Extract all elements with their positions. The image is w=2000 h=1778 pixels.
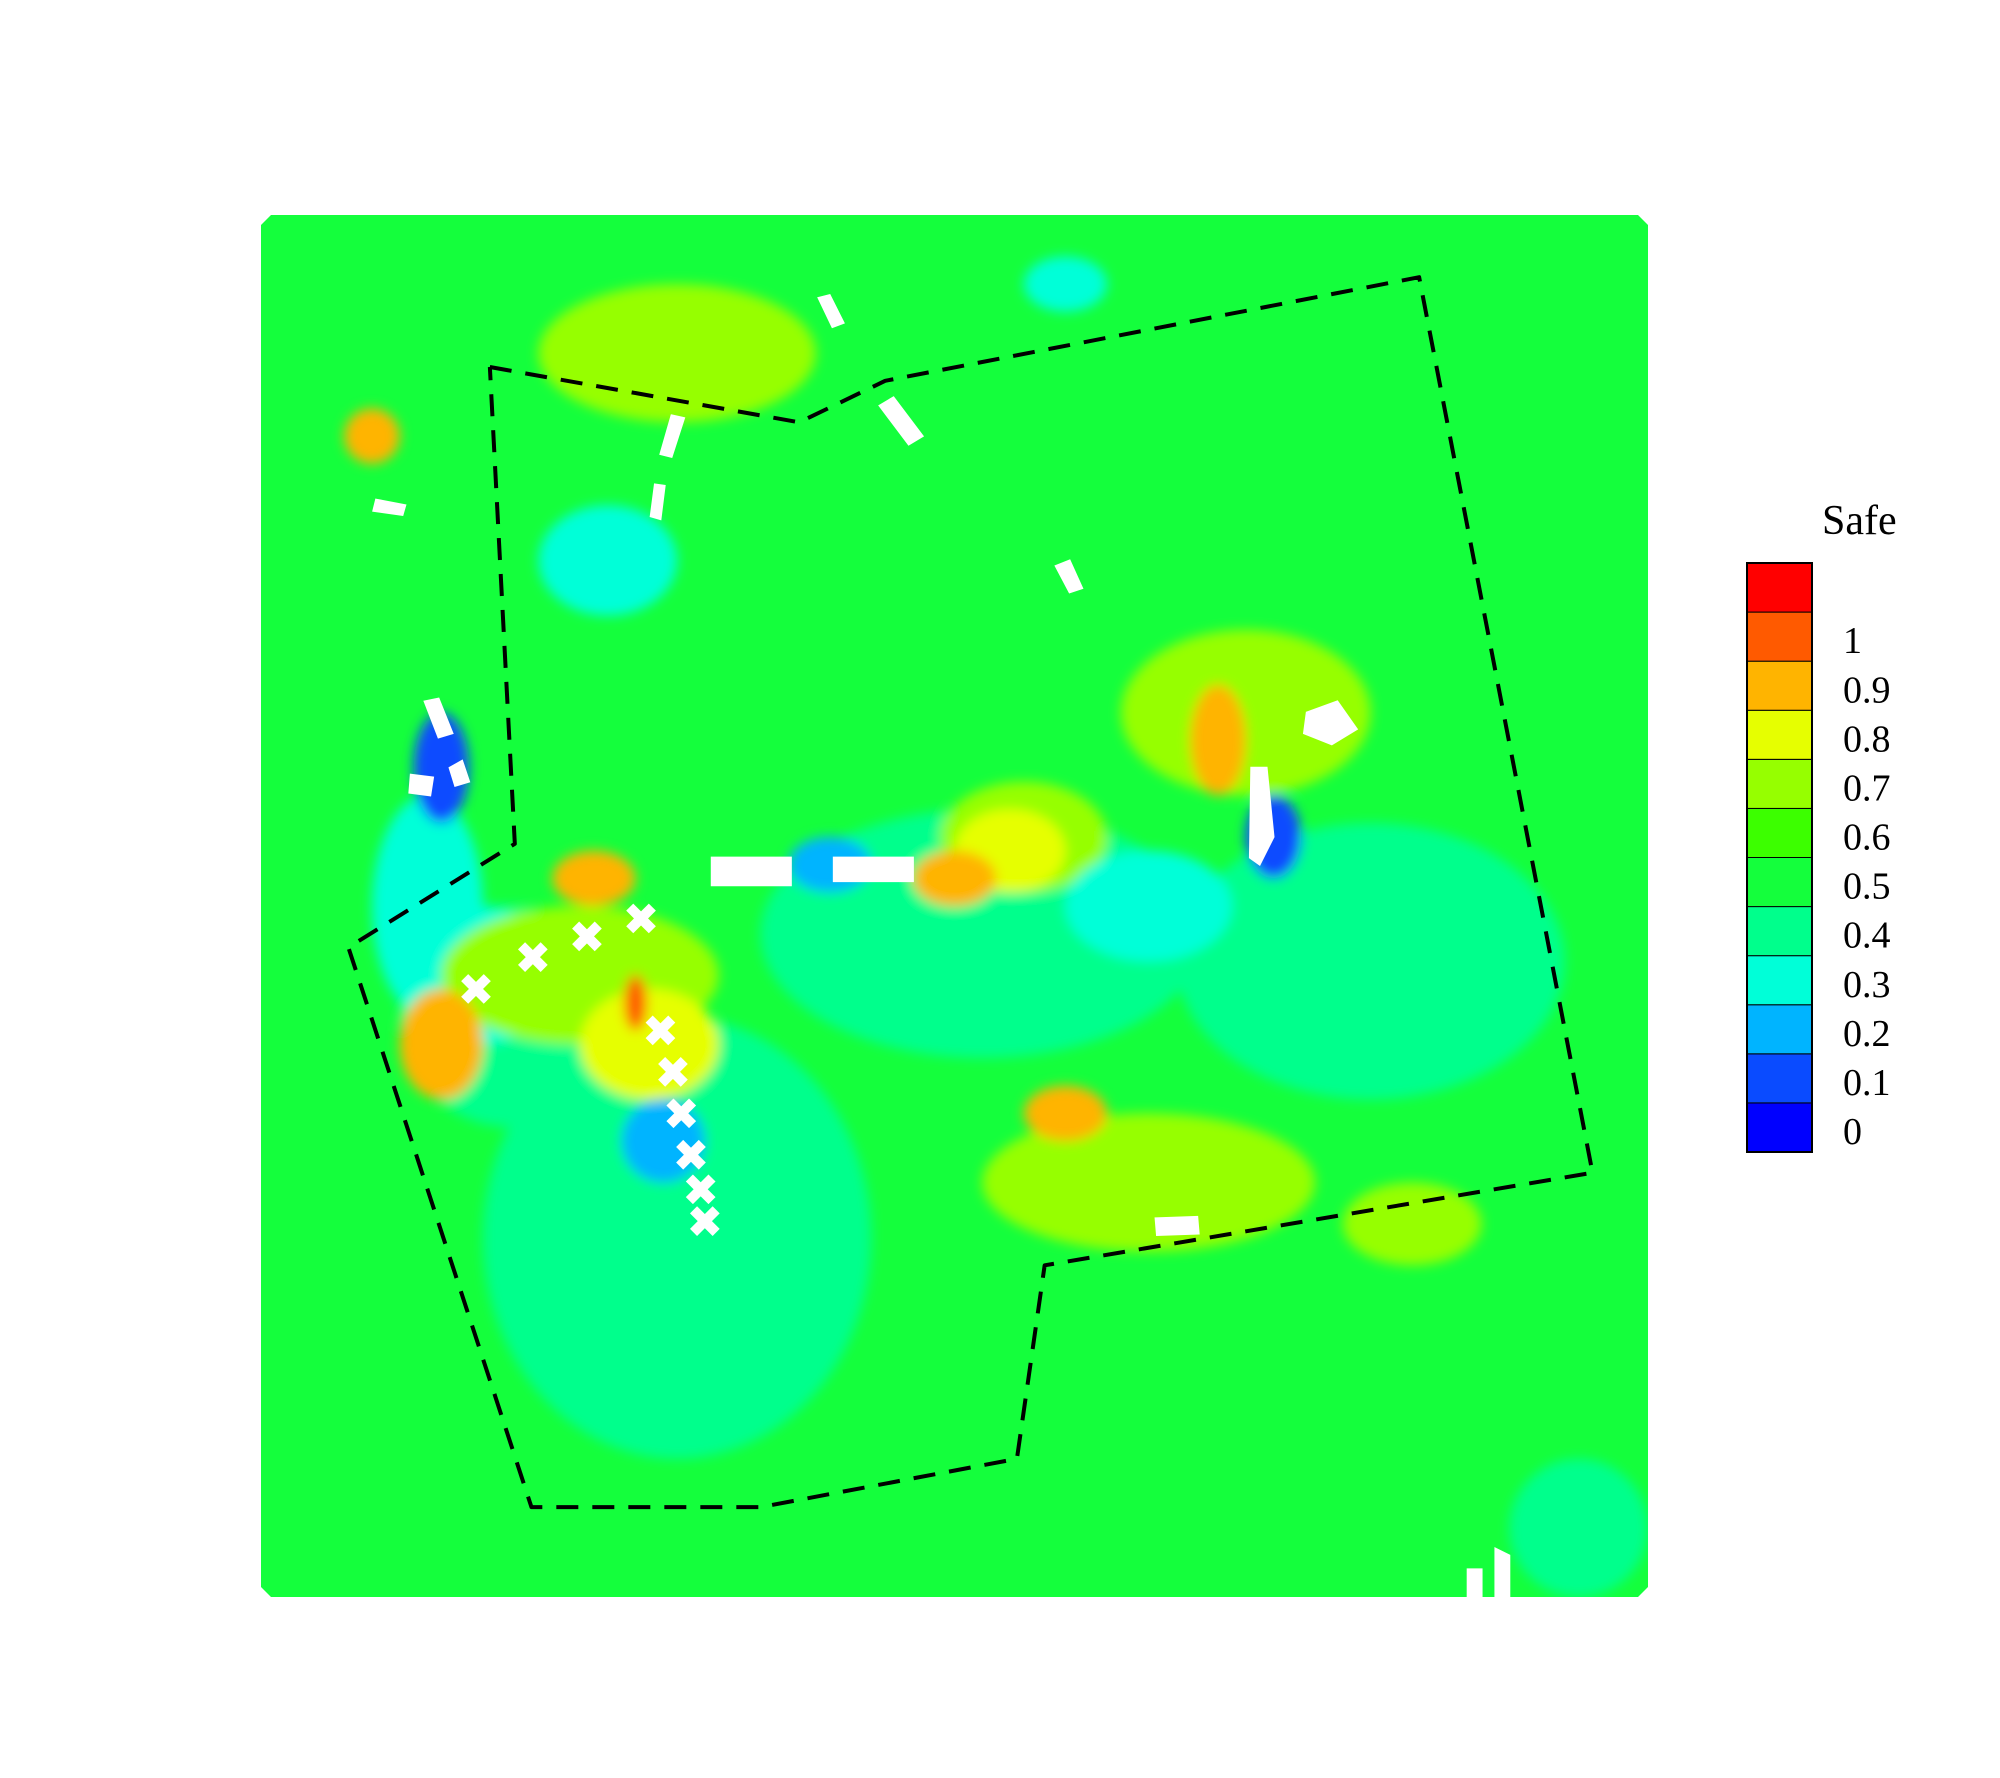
colorbar-tick-label: 0.1	[1843, 1062, 1891, 1104]
cross-building-arm	[666, 1098, 697, 1129]
building-footprint	[878, 396, 925, 446]
colorbar-swatch	[1746, 709, 1813, 760]
cross-building	[676, 1139, 706, 1170]
colorbar-frame	[1746, 562, 1813, 1153]
cross-building	[685, 1174, 716, 1205]
building-footprint	[448, 759, 471, 788]
building-footprint	[832, 856, 914, 883]
contour-region	[621, 1099, 705, 1183]
cross-building	[461, 974, 491, 1004]
colorbar-tick-label: 0.2	[1843, 1013, 1891, 1055]
colorbar-swatch	[1746, 1102, 1813, 1153]
colorbar-tick-label: 0.5	[1843, 866, 1891, 908]
building-footprint	[649, 483, 666, 521]
cross-building	[572, 921, 602, 952]
contour-region	[1023, 256, 1108, 312]
building-footprints	[372, 293, 1511, 1597]
cross-building	[689, 1206, 720, 1236]
contour-region	[1509, 1458, 1648, 1597]
colorbar-swatch	[1746, 611, 1813, 662]
cross-building-arm	[518, 942, 548, 972]
colorbar-swatch	[1746, 807, 1813, 859]
colorbar-tick-label: 0.9	[1843, 669, 1891, 711]
building-footprint	[1248, 766, 1275, 867]
contour-region	[1176, 823, 1565, 1100]
colorbar-swatch	[1746, 857, 1813, 908]
contour-region	[1190, 684, 1246, 796]
contour-region	[580, 988, 719, 1100]
cross-building	[645, 1015, 676, 1046]
contour-region	[399, 988, 483, 1100]
contour-region	[982, 1113, 1316, 1252]
cross-building-arm	[461, 974, 491, 1004]
colorbar-tick-label: 0.7	[1843, 767, 1891, 809]
contour-region	[344, 408, 400, 464]
study-area-outline	[346, 275, 1595, 1510]
colorbar-tick-label: 0.4	[1843, 915, 1891, 957]
building-footprint	[1054, 559, 1084, 594]
colorbar-swatch	[1746, 1053, 1813, 1104]
colorbar-tick-label: 0	[1843, 1111, 1862, 1153]
cross-building-arm	[658, 1056, 688, 1087]
colorbar-tick-label: 0.3	[1843, 964, 1891, 1006]
colorbar-swatch	[1746, 660, 1813, 711]
colorbar-swatch	[1746, 758, 1813, 809]
colorbar-swatch	[1746, 955, 1813, 1006]
building-footprint	[659, 414, 686, 459]
contour-region	[482, 1016, 872, 1459]
contour-region	[1023, 1085, 1108, 1141]
colorbar-swatch	[1746, 562, 1813, 613]
building-footprint	[1154, 1215, 1200, 1236]
cross-building-arm	[685, 1174, 716, 1205]
colorbar-swatch	[1746, 1004, 1813, 1055]
outline-layer	[346, 275, 1595, 1510]
colorbar-tick-label: 0.6	[1843, 817, 1891, 859]
contour-region	[552, 850, 636, 906]
colorbar-swatch	[1746, 906, 1813, 957]
cross-building	[518, 942, 548, 972]
building-footprint	[423, 697, 454, 739]
contour-region	[1120, 629, 1371, 796]
contour-region	[912, 850, 997, 906]
colorbar-tick-label: 1	[1843, 620, 1862, 662]
building-footprint	[372, 498, 407, 517]
building-footprint	[1302, 700, 1359, 746]
colorbar-legend: Safe 0 0.1 0.2 0.3 0.4 0.5 0.6 0.7 0.8 0.9 1	[1746, 498, 1897, 1153]
cross-building-arm	[689, 1206, 720, 1236]
building-footprint	[1466, 1568, 1483, 1597]
cross-building	[658, 1056, 688, 1087]
colorbar-swatches	[1746, 562, 1813, 1153]
cross-building-arm	[676, 1139, 706, 1170]
cross-building-arm	[626, 903, 656, 934]
colorbar-tick-label: 0.8	[1843, 718, 1891, 760]
cross-building	[626, 903, 656, 934]
contour-region	[1065, 850, 1232, 962]
building-footprint	[408, 773, 435, 797]
colorbar-ticks: 0 0.1 0.2 0.3 0.4 0.5 0.6 0.7 0.8 0.9 1	[1843, 620, 1891, 1153]
building-footprint	[1494, 1547, 1511, 1597]
contour-region	[624, 975, 647, 1031]
cross-building-arm	[645, 1015, 676, 1046]
contour-region	[538, 505, 678, 616]
cross-building	[666, 1098, 697, 1129]
colorbar-title: Safe	[1822, 498, 1897, 544]
building-footprint	[817, 293, 845, 329]
cross-building-arm	[572, 921, 602, 952]
building-footprint	[710, 856, 792, 887]
contour-region	[1342, 1182, 1482, 1266]
contour-field	[261, 215, 1648, 1597]
